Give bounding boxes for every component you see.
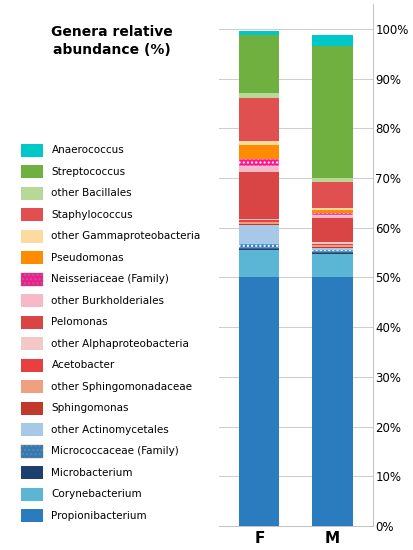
Bar <box>312 182 353 208</box>
Text: other Actinomycetales: other Actinomycetales <box>52 425 169 435</box>
Bar <box>239 30 280 35</box>
Text: Anaerococcus: Anaerococcus <box>52 145 124 155</box>
Bar <box>239 97 280 141</box>
Bar <box>312 216 353 218</box>
Text: other Burkholderiales: other Burkholderiales <box>52 296 164 306</box>
Text: other Sphingomonadaceae: other Sphingomonadaceae <box>52 382 192 392</box>
FancyBboxPatch shape <box>21 466 43 479</box>
Bar <box>312 218 353 242</box>
FancyBboxPatch shape <box>21 230 43 243</box>
Bar <box>312 245 353 247</box>
FancyBboxPatch shape <box>21 402 43 415</box>
Text: Staphylococcus: Staphylococcus <box>52 210 133 220</box>
Text: other Bacillales: other Bacillales <box>52 188 132 198</box>
Bar <box>312 254 353 278</box>
Text: Sphingomonas: Sphingomonas <box>52 403 129 413</box>
FancyBboxPatch shape <box>21 444 43 458</box>
Text: Neisseriaceae (Family): Neisseriaceae (Family) <box>52 274 169 284</box>
FancyBboxPatch shape <box>21 316 43 329</box>
FancyBboxPatch shape <box>21 144 43 157</box>
Text: Microbacterium: Microbacterium <box>52 468 133 477</box>
FancyBboxPatch shape <box>21 165 43 178</box>
FancyBboxPatch shape <box>21 186 43 200</box>
Bar <box>312 211 353 213</box>
Bar <box>312 242 353 244</box>
Text: Micrococcaceae (Family): Micrococcaceae (Family) <box>52 446 179 456</box>
Bar <box>239 141 280 145</box>
Text: Corynebacterium: Corynebacterium <box>52 489 142 499</box>
FancyBboxPatch shape <box>21 251 43 264</box>
Bar <box>239 226 280 244</box>
Bar <box>239 166 280 172</box>
Bar <box>312 208 353 211</box>
Text: Pseudomonas: Pseudomonas <box>52 252 124 263</box>
Bar <box>312 213 353 216</box>
FancyBboxPatch shape <box>21 423 43 436</box>
Text: Pelomonas: Pelomonas <box>52 317 108 327</box>
Bar <box>239 222 280 224</box>
Bar <box>312 35 353 46</box>
FancyBboxPatch shape <box>21 273 43 285</box>
Text: Acetobacter: Acetobacter <box>52 360 115 370</box>
Text: Streptococcus: Streptococcus <box>52 167 126 177</box>
Text: other Gammaproteobacteria: other Gammaproteobacteria <box>52 231 201 241</box>
FancyBboxPatch shape <box>21 487 43 500</box>
Bar <box>239 250 280 278</box>
Bar <box>239 248 280 250</box>
FancyBboxPatch shape <box>21 337 43 350</box>
Bar <box>312 252 353 254</box>
Bar <box>312 248 353 250</box>
Text: other Alphaproteobacteria: other Alphaproteobacteria <box>52 339 189 349</box>
FancyBboxPatch shape <box>21 380 43 393</box>
FancyBboxPatch shape <box>21 359 43 372</box>
Bar <box>312 247 353 248</box>
Bar <box>239 92 280 97</box>
FancyBboxPatch shape <box>21 208 43 221</box>
Bar <box>239 145 280 159</box>
Bar <box>239 244 280 248</box>
Bar <box>239 221 280 222</box>
Text: Genera relative
abundance (%): Genera relative abundance (%) <box>51 25 173 57</box>
FancyBboxPatch shape <box>21 509 43 522</box>
Bar <box>312 244 353 245</box>
Bar <box>312 250 353 252</box>
Text: Propionibacterium: Propionibacterium <box>52 510 147 520</box>
Bar <box>239 35 280 92</box>
Bar <box>239 224 280 226</box>
Bar <box>312 178 353 182</box>
Bar <box>239 159 280 166</box>
Bar <box>312 46 353 178</box>
Bar <box>239 278 280 526</box>
FancyBboxPatch shape <box>21 294 43 307</box>
Bar <box>312 278 353 526</box>
Bar <box>239 219 280 221</box>
Bar <box>239 172 280 219</box>
